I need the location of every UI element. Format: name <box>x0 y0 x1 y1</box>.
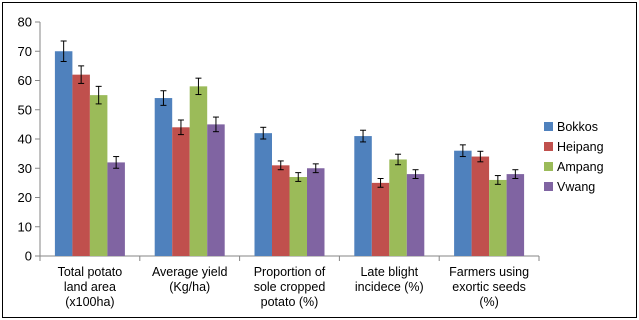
x-tick-label: Farmers using exortic seeds (%) <box>449 265 529 309</box>
bar <box>72 74 90 257</box>
legend: Bokkos Heipang Ampang Vwang <box>544 120 604 194</box>
legend-swatch <box>544 162 553 171</box>
y-tick-label: 70 <box>18 44 32 59</box>
legend-swatch <box>544 122 553 131</box>
x-tick-label: Proportion of sole cropped potato (%) <box>254 265 326 309</box>
y-tick-label: 0 <box>25 249 32 264</box>
bar <box>371 182 390 256</box>
bar <box>254 133 272 256</box>
legend-label: Vwang <box>557 180 595 194</box>
bar <box>489 179 507 256</box>
bar <box>406 174 425 256</box>
bars <box>54 40 525 257</box>
bar <box>154 98 173 256</box>
bar <box>54 51 73 256</box>
bar <box>506 174 525 256</box>
x-tick-label: Average yield (Kg/ha) <box>152 265 228 294</box>
bar <box>471 156 490 256</box>
bar <box>89 95 108 256</box>
legend-swatch <box>544 142 553 151</box>
bar <box>189 86 208 256</box>
bar <box>172 127 190 256</box>
y-tick-label: 80 <box>18 15 32 30</box>
bar <box>107 162 125 256</box>
x-tick-label: Total potato land area (x100ha) <box>58 265 123 309</box>
bar <box>454 150 472 256</box>
y-tick-label: 20 <box>18 190 32 205</box>
y-tick-label: 10 <box>18 219 32 234</box>
legend-swatch <box>544 182 553 191</box>
x-tick-label: Late blight incidece (%) <box>355 265 424 294</box>
bar <box>289 177 307 256</box>
y-tick-label: 30 <box>18 161 32 176</box>
y-tick-label: 40 <box>18 132 32 147</box>
y-axis: 0 10 20 30 40 50 60 70 80 <box>18 15 41 264</box>
y-tick-label: 50 <box>18 102 32 117</box>
x-axis: Total potato land area (x100ha) Average yie… <box>39 255 540 309</box>
legend-label: Bokkos <box>557 120 598 134</box>
bar <box>272 165 290 256</box>
bar <box>207 124 225 256</box>
y-tick-label: 60 <box>18 73 32 88</box>
bar <box>307 168 325 256</box>
bar <box>354 136 372 256</box>
legend-label: Heipang <box>557 140 604 154</box>
bar <box>389 159 407 256</box>
legend-label: Ampang <box>557 160 604 174</box>
